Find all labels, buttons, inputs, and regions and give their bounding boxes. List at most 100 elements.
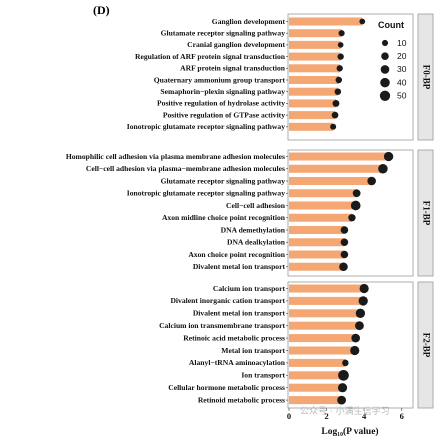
count-dot	[337, 383, 348, 393]
count-dot	[358, 296, 368, 306]
category-label: Axon midline choice point recognition	[162, 213, 286, 222]
count-dot	[351, 333, 360, 343]
bar	[289, 309, 361, 318]
bar	[289, 296, 364, 305]
count-dot	[342, 359, 349, 367]
bar	[289, 396, 342, 405]
bar	[289, 111, 336, 120]
bar	[289, 164, 383, 173]
count-dot	[378, 163, 388, 174]
facet-f1-bp: F1-BP Homophilic cell adhesion via plasma…	[66, 149, 434, 277]
legend-dot	[381, 39, 389, 47]
x-tick-label: 6	[400, 411, 404, 421]
count-dot	[359, 283, 369, 294]
count-dot	[332, 99, 340, 107]
bar	[289, 29, 342, 38]
legend-dot	[379, 90, 391, 101]
bar	[289, 201, 356, 210]
bar	[289, 321, 360, 330]
facet-f0-bp: F0-BP Ganglion development Glutamate recep…	[127, 13, 434, 141]
bar	[289, 213, 352, 222]
bar	[289, 250, 345, 259]
facet-panel-border	[287, 281, 414, 409]
count-dot	[348, 214, 356, 222]
facet-strip-label: F2-BP	[421, 333, 431, 358]
facet-strip	[417, 281, 434, 409]
legend-title: Count	[378, 20, 404, 30]
bar	[289, 177, 372, 185]
facet-strip	[417, 149, 434, 277]
category-label: Calcium ion transmembrane transport	[159, 321, 285, 330]
category-label: ARF protein signal transduction	[180, 64, 286, 73]
category-label: Divalent metal ion transport	[193, 309, 286, 318]
category-label: Divalent metal ion transport	[193, 262, 286, 271]
count-dot	[337, 53, 344, 60]
facet-strip-label: F1-BP	[421, 201, 431, 226]
legend-label: 30	[397, 64, 407, 74]
count-dot	[338, 30, 345, 37]
category-label: Ionotropic glutamate receptor signaling …	[127, 122, 285, 131]
category-label: Ion transport	[241, 371, 285, 380]
count-dot	[367, 176, 376, 186]
bar	[289, 17, 363, 26]
bar	[289, 189, 357, 198]
category-label: Positive regulation of hydrolase activit…	[157, 99, 285, 108]
category-label: Cell−cell adhesion via plasma−membrane a…	[86, 164, 285, 173]
bar	[289, 262, 344, 271]
bar	[289, 383, 343, 392]
bar	[289, 371, 344, 380]
bar	[289, 99, 336, 108]
legend-dot	[380, 77, 390, 88]
count-dot	[350, 345, 360, 356]
bar	[289, 87, 338, 96]
legend-label: 50	[397, 91, 407, 101]
category-label: Cellular hormone metabolic process	[168, 383, 285, 392]
bar	[289, 76, 339, 84]
facet-panel-border	[287, 13, 414, 141]
count-dot	[340, 250, 349, 259]
category-label: Retinoid metabolic process	[198, 395, 285, 404]
facet-strip	[417, 13, 434, 141]
count-dot	[337, 42, 344, 48]
category-label: Glutamate receptor signaling pathway	[161, 176, 286, 185]
legend-label: 10	[397, 38, 407, 48]
category-label: DNA dealkylation	[227, 238, 286, 247]
bar	[289, 334, 356, 343]
count-dot	[330, 123, 337, 130]
count-dot	[340, 226, 349, 234]
category-label: Ionotropic glutamate receptor signaling …	[127, 189, 285, 198]
count-dot	[352, 189, 361, 198]
x-tick-label: 2	[324, 411, 328, 421]
x-axis-title: Log₁₀(P value)	[321, 426, 378, 437]
count-dot	[359, 18, 366, 25]
category-label: Cranial ganglion development	[187, 40, 285, 49]
size-legend: Count 10 20 30 40 50	[378, 20, 407, 101]
panel-tag: (D)	[93, 3, 110, 17]
x-tick-label: 4	[362, 411, 367, 421]
count-dot	[335, 76, 343, 84]
count-dot	[340, 238, 349, 247]
bar	[289, 226, 345, 234]
category-label: Retinoic acid metabolic process	[183, 333, 285, 342]
category-label: Quaternary ammonium group transport	[154, 75, 286, 84]
category-label: Regulation of ARF protein signal transdu…	[135, 52, 286, 61]
bar	[289, 358, 346, 367]
category-label: Ganglion development	[212, 17, 286, 26]
category-label: Positive regulation of GTPase activity	[163, 110, 285, 119]
bar	[289, 238, 345, 247]
count-dot	[355, 308, 366, 318]
facet-panel-border	[287, 149, 414, 277]
category-label: DNA demethylation	[221, 225, 286, 234]
count-dot	[338, 369, 349, 381]
count-dot	[355, 321, 364, 331]
bar	[289, 284, 365, 293]
count-dot	[337, 395, 347, 405]
count-dot	[350, 200, 361, 211]
count-dot	[339, 262, 348, 272]
category-label: Divalent inorganic cation transport	[170, 296, 285, 305]
count-dot	[383, 151, 394, 162]
legend-dot	[380, 65, 390, 74]
bar	[289, 64, 340, 73]
category-label: Cell−cell adhesion	[226, 201, 286, 210]
